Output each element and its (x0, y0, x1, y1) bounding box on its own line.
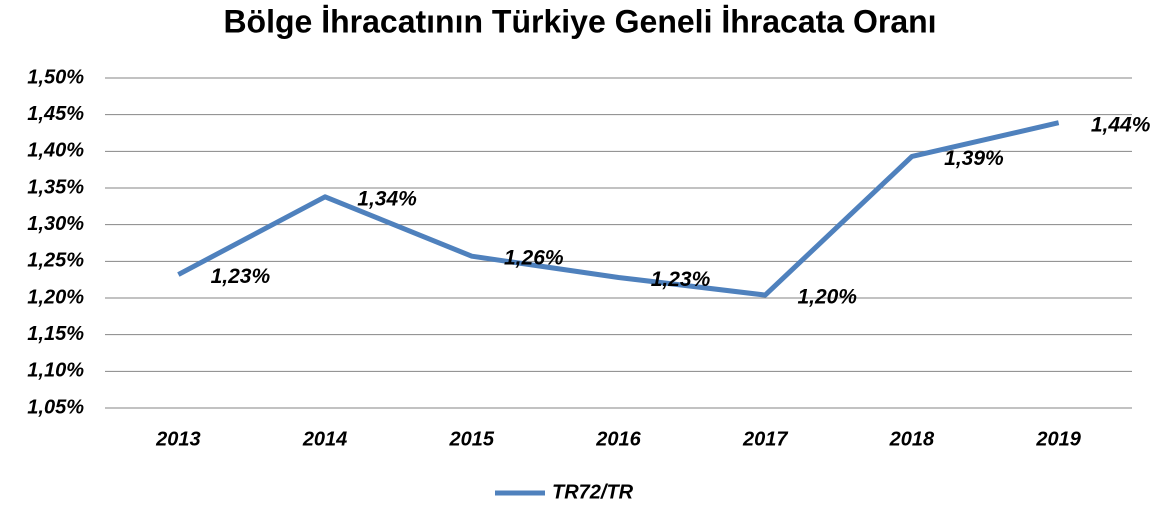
data-label: 1,23% (651, 268, 711, 291)
y-tick-label: 1,05% (27, 396, 84, 418)
y-tick-label: 1,40% (27, 140, 84, 162)
y-tick-label: 1,45% (27, 103, 84, 125)
data-label: 1,44% (1091, 113, 1151, 136)
legend-label: TR72/TR (552, 481, 634, 503)
chart-title: Bölge İhracatının Türkiye Geneli İhracat… (223, 3, 936, 39)
y-tick-label: 1,25% (27, 250, 84, 272)
x-tick-label: 2018 (889, 428, 935, 450)
x-tick-label: 2013 (155, 428, 201, 450)
x-tick-label: 2016 (595, 428, 641, 450)
x-tick-label: 2019 (1035, 428, 1081, 450)
data-label: 1,39% (944, 147, 1004, 170)
data-label: 1,20% (797, 286, 857, 309)
x-tick-label: 2015 (449, 428, 495, 450)
y-tick-label: 1,20% (27, 286, 84, 308)
x-tick-label: 2017 (742, 428, 788, 450)
y-tick-label: 1,35% (27, 176, 84, 198)
y-tick-label: 1,50% (27, 66, 84, 88)
data-label: 1,34% (357, 187, 417, 210)
data-label: 1,26% (504, 247, 564, 270)
y-tick-label: 1,30% (27, 213, 84, 235)
series-line (177, 120, 1060, 298)
y-tick-label: 1,15% (27, 323, 84, 345)
data-label: 1,23% (211, 265, 271, 288)
x-tick-label: 2014 (302, 428, 348, 450)
y-tick-label: 1,10% (27, 360, 84, 382)
